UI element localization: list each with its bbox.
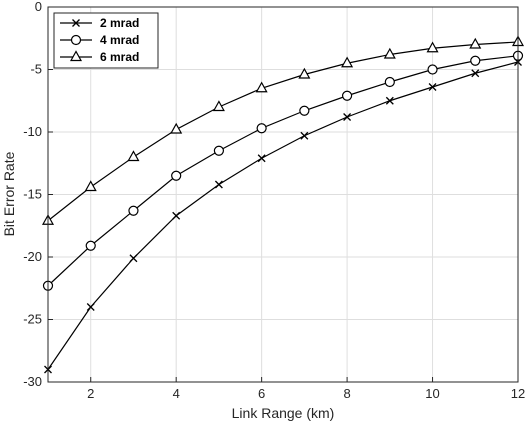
data-point-marker (128, 205, 139, 216)
data-point-marker-stroke (172, 211, 181, 220)
x-tick-label: 4 (173, 386, 180, 401)
data-point-marker (298, 67, 311, 79)
data-point-marker (212, 100, 225, 112)
legend-item: 6 mrad (60, 50, 139, 64)
series-line (47, 55, 519, 287)
data-point-marker (255, 81, 268, 93)
series-line (47, 61, 519, 370)
data-point-marker-stroke (343, 113, 352, 121)
data-point-marker (300, 131, 309, 140)
y-tick-label: -5 (30, 62, 42, 77)
x-tick-label: 2 (87, 386, 94, 401)
data-point-marker-stroke (300, 131, 309, 140)
data-point-marker (384, 76, 395, 88)
legend-item: 4 mrad (60, 33, 139, 47)
data-point-marker-stroke (257, 154, 266, 163)
data-point-marker (85, 240, 96, 251)
data-point-marker (469, 37, 482, 49)
legend-marker-stroke (72, 19, 80, 27)
x-tick-label: 8 (343, 386, 350, 401)
data-point-marker (341, 90, 353, 101)
data-point-marker-stroke (471, 69, 480, 78)
data-point-marker (129, 254, 138, 263)
data-point-marker (426, 41, 439, 53)
y-tick-label: -30 (23, 374, 42, 389)
data-point-marker-stroke (86, 303, 95, 311)
y-tick-label: -15 (23, 187, 42, 202)
data-point-marker (427, 64, 438, 75)
grid (48, 6, 519, 383)
data-point-marker (172, 211, 181, 220)
legend-marker (69, 50, 83, 62)
series-line (47, 41, 519, 222)
y-tick-label: -25 (23, 312, 42, 327)
series-layer (41, 35, 525, 374)
series-2 (41, 35, 525, 225)
data-point-marker (214, 180, 223, 189)
data-point-marker (428, 83, 437, 91)
legend-label: 6 mrad (100, 50, 139, 64)
y-tick-label: -10 (23, 124, 42, 139)
data-point-marker-stroke (129, 254, 138, 263)
ticks: 2 4 6 8 10 12 -30 -25 -20 -15 -10 -5 0 (23, 0, 525, 401)
data-point-marker-stroke (428, 83, 437, 91)
legend-label: 2 mrad (100, 16, 139, 30)
legend: 2 mrad 4 mrad 6 mrad (53, 12, 159, 69)
y-axis-title: Bit Error Rate (1, 151, 17, 236)
data-point-marker (257, 154, 266, 163)
data-point-marker (341, 56, 354, 68)
x-axis-title: Link Range (km) (232, 405, 335, 421)
x-tick-label: 10 (425, 386, 439, 401)
data-point-marker (470, 55, 481, 66)
data-point-marker (385, 96, 394, 105)
data-point-marker-stroke (214, 180, 223, 189)
data-point-marker-stroke (385, 96, 394, 105)
data-point-marker (127, 150, 140, 162)
legend-marker (72, 19, 80, 27)
data-point-marker (471, 69, 480, 78)
data-point-marker (213, 145, 225, 156)
legend-marker (70, 34, 82, 46)
y-tick-label: -20 (23, 249, 42, 264)
x-tick-label: 12 (511, 386, 525, 401)
data-point-marker (84, 180, 97, 192)
data-point-marker (256, 123, 267, 134)
x-tick-label: 6 (258, 386, 265, 401)
y-tick-label: 0 (35, 0, 42, 14)
data-point-marker (170, 122, 183, 134)
data-point-marker (299, 105, 310, 116)
legend-label: 4 mrad (100, 33, 139, 47)
data-point-marker (343, 113, 352, 121)
data-point-marker (86, 303, 95, 311)
legend-item: 2 mrad (60, 16, 139, 30)
data-point-marker (171, 170, 182, 181)
data-point-marker (383, 47, 396, 59)
